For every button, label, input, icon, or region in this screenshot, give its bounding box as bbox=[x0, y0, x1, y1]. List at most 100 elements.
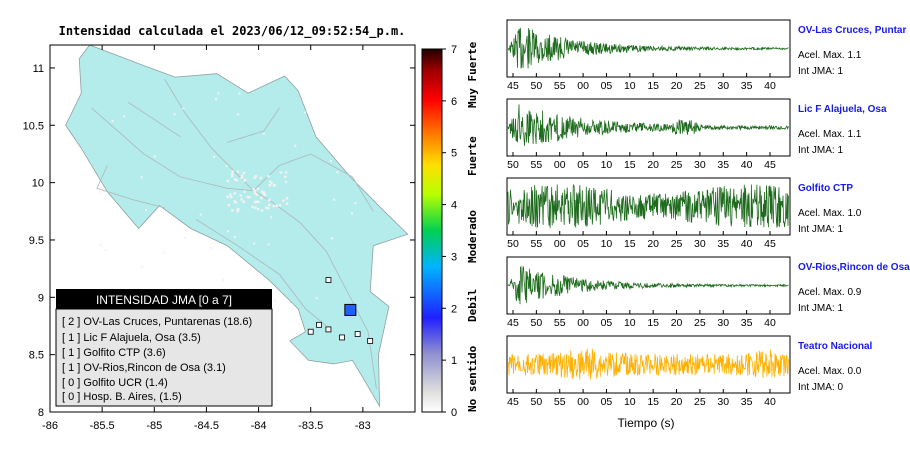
waveform-tick-label: 35 bbox=[717, 238, 729, 250]
station-marker bbox=[344, 303, 357, 316]
town-dot bbox=[253, 242, 256, 245]
town-dot bbox=[261, 190, 264, 193]
map-y-tick-label: 9.5 bbox=[29, 235, 44, 247]
town-dot bbox=[123, 115, 126, 118]
town-dot bbox=[140, 176, 143, 179]
waveform-tick-label: 10 bbox=[601, 159, 613, 171]
waveform-tick-label: 50 bbox=[507, 238, 519, 250]
costa-rica-land bbox=[65, 44, 409, 408]
town-dot bbox=[284, 175, 287, 178]
town-dot bbox=[213, 155, 216, 158]
map-y-tick-label: 8 bbox=[38, 407, 44, 419]
town-dot bbox=[274, 299, 277, 302]
legend-title: INTENSIDAD JMA [0 a 7] bbox=[96, 293, 232, 307]
town-dot bbox=[243, 190, 246, 193]
waveform-tick-label: 35 bbox=[741, 396, 753, 408]
colorbar-tick-label: 1 bbox=[451, 355, 457, 367]
town-dot bbox=[270, 216, 273, 219]
town-dot bbox=[285, 197, 289, 200]
town-dot bbox=[253, 200, 257, 204]
station-max-accel: Acel. Max. 1.0 bbox=[798, 208, 862, 219]
legend-item: [ 1 ] Lic F Alajuela, Osa (3.5) bbox=[62, 332, 201, 344]
town-dot bbox=[233, 192, 237, 195]
station-marker bbox=[339, 334, 345, 341]
waveform-tick-label: 40 bbox=[764, 396, 776, 408]
town-dot bbox=[233, 235, 236, 238]
town-dot bbox=[231, 170, 235, 173]
waveform-panel: 50 55 00 05 10 15 20 25 30 35 40 45 Golfito CTP Acel.… bbox=[506, 177, 862, 250]
station-marker bbox=[354, 331, 361, 337]
map-x-tick-label: -83.5 bbox=[298, 420, 323, 432]
station-max-accel: Acel. Max. 1.1 bbox=[798, 50, 862, 61]
waveform-tick-label: 35 bbox=[741, 317, 753, 329]
town-dot bbox=[227, 203, 231, 207]
waveform-tick-label: 50 bbox=[531, 80, 543, 92]
town-dot bbox=[141, 265, 144, 268]
waveform-tick-label: 15 bbox=[624, 159, 636, 171]
town-dot bbox=[199, 213, 202, 216]
waveform-tick-label: 15 bbox=[647, 80, 659, 92]
town-dot bbox=[268, 184, 272, 187]
town-dot bbox=[284, 171, 288, 174]
town-dot bbox=[240, 176, 243, 180]
road-network bbox=[91, 79, 377, 390]
town-dot bbox=[350, 212, 353, 215]
road-line bbox=[195, 218, 327, 327]
town-dot bbox=[267, 175, 270, 178]
waveform-tick-label: 55 bbox=[531, 238, 543, 250]
town-dot bbox=[254, 206, 257, 209]
town-dot bbox=[226, 230, 229, 233]
map-frame-outline bbox=[49, 44, 416, 413]
map-x-tick-label: -86 bbox=[42, 420, 58, 432]
town-dot bbox=[209, 247, 212, 250]
waveform-tick-label: 15 bbox=[647, 317, 659, 329]
town-dot bbox=[254, 192, 257, 195]
waveform-tick-label: 20 bbox=[671, 396, 683, 408]
waveform-tick-label: 40 bbox=[741, 238, 753, 250]
colorbar-tick-label: 0 bbox=[451, 407, 457, 419]
waveform-tick-label: 15 bbox=[647, 396, 659, 408]
station-marker bbox=[307, 328, 314, 335]
waveform-trace bbox=[507, 27, 789, 69]
town-dot bbox=[233, 178, 237, 181]
town-dot bbox=[255, 193, 259, 196]
waveform-trace bbox=[507, 266, 789, 305]
waveform-tick-label: 05 bbox=[601, 80, 613, 92]
waveform-tick-label: 35 bbox=[717, 159, 729, 171]
waveform-tick-label: 20 bbox=[671, 317, 683, 329]
town-dot bbox=[267, 207, 270, 210]
town-dot bbox=[235, 179, 239, 182]
town-dot bbox=[269, 180, 272, 183]
town-dot bbox=[144, 209, 147, 212]
waveform-tick-label: 25 bbox=[671, 238, 683, 250]
road-line bbox=[91, 107, 254, 192]
town-dot bbox=[262, 132, 265, 135]
town-dot bbox=[304, 111, 307, 114]
station-jma-intensity: Int JMA: 1 bbox=[798, 145, 843, 156]
town-dot bbox=[237, 113, 240, 116]
town-dot bbox=[242, 200, 246, 203]
station-jma-intensity: Int JMA: 1 bbox=[798, 303, 843, 314]
map-y-tick-label: 10.5 bbox=[23, 120, 44, 132]
town-dot bbox=[256, 208, 260, 211]
waveform-panel: 45 50 55 00 05 10 15 20 25 30 35 40 Teatro Nacional A… bbox=[506, 335, 872, 408]
town-dot bbox=[260, 196, 263, 200]
waveform-tick-label: 00 bbox=[554, 159, 566, 171]
map-y-tick-label: 8.5 bbox=[29, 350, 44, 362]
waveform-tick-label: 00 bbox=[554, 238, 566, 250]
colorbar-tick-label: 4 bbox=[451, 200, 457, 212]
road-line bbox=[253, 153, 374, 212]
road-line bbox=[227, 107, 280, 143]
colorbar-tick-label: 7 bbox=[451, 44, 457, 56]
town-dot bbox=[225, 164, 228, 167]
waveform-tick-label: 45 bbox=[507, 317, 519, 329]
waveform-tick-label: 30 bbox=[717, 317, 729, 329]
waveform-trace bbox=[507, 183, 789, 229]
town-dot bbox=[226, 195, 229, 199]
town-dot bbox=[248, 196, 251, 199]
waveform-tick-label: 40 bbox=[764, 317, 776, 329]
waveform-tick-label: 40 bbox=[741, 159, 753, 171]
town-dot bbox=[184, 236, 187, 239]
town-dot bbox=[265, 206, 268, 210]
map-y-tick-label: 9 bbox=[38, 292, 44, 304]
